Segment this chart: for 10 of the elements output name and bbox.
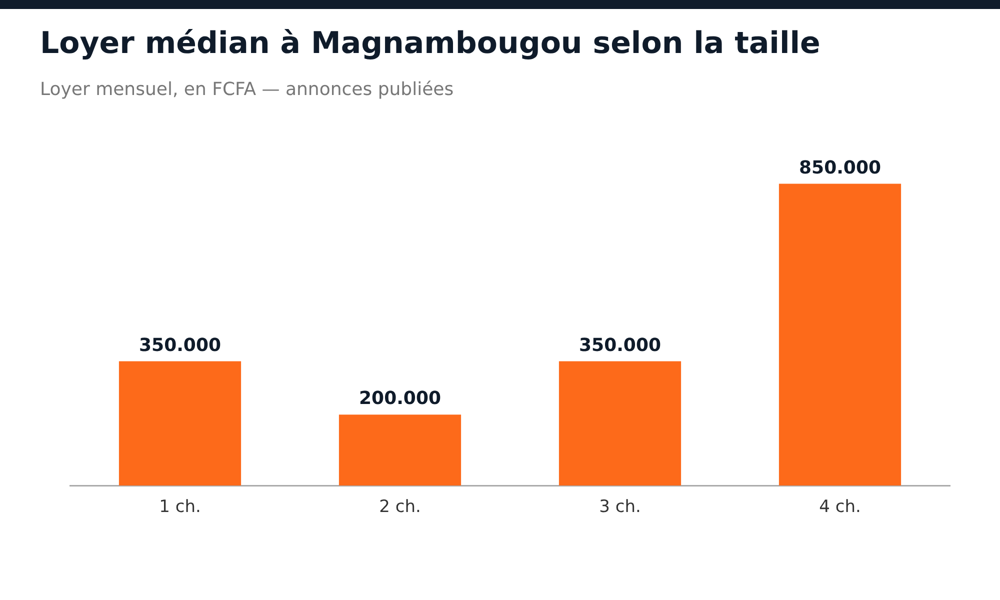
data-label: 850.000 — [799, 157, 881, 178]
x-tick-label: 2 ch. — [379, 497, 421, 518]
data-label: 350.000 — [139, 334, 221, 356]
data-label: 200.000 — [359, 388, 441, 410]
x-tick-label: 4 ch. — [819, 497, 861, 518]
data-label: 350.000 — [579, 334, 661, 356]
chart-subtitle: Loyer mensuel, en FCFA — annonces publiées — [40, 79, 454, 100]
x-tick-label: 3 ch. — [599, 497, 641, 518]
chart-title: Loyer médian à Magnambougou selon la taille — [40, 26, 820, 61]
x-tick-label: 1 ch. — [159, 497, 201, 518]
